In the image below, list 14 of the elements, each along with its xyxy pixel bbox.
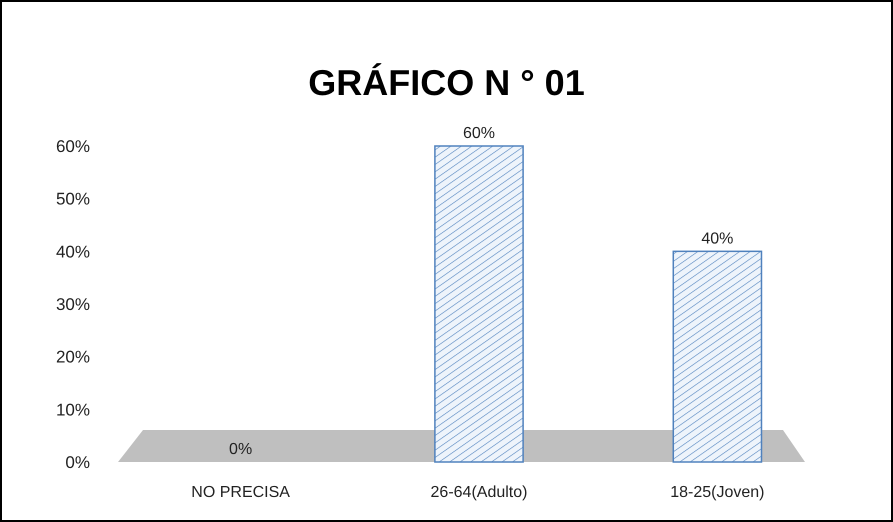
y-tick-label: 40% [56, 242, 90, 262]
y-tick-label: 50% [56, 190, 90, 209]
data-label: 0% [229, 441, 252, 458]
y-tick-label: 20% [56, 348, 90, 367]
y-tick-label: 0% [65, 452, 90, 472]
data-label: 60% [462, 125, 496, 142]
x-tick-label: NO PRECISA [191, 484, 290, 501]
chart-title: GRÁFICO N ° 01 [308, 62, 585, 103]
data-label: 40% [701, 230, 734, 248]
y-tick-label: 30% [56, 294, 90, 314]
y-tick-label: 10% [56, 400, 90, 420]
x-tick-label: 18-25(Joven) [670, 484, 765, 501]
y-tick-label: 60% [56, 136, 90, 156]
x-tick-label: 26-64(Adulto) [430, 484, 528, 501]
